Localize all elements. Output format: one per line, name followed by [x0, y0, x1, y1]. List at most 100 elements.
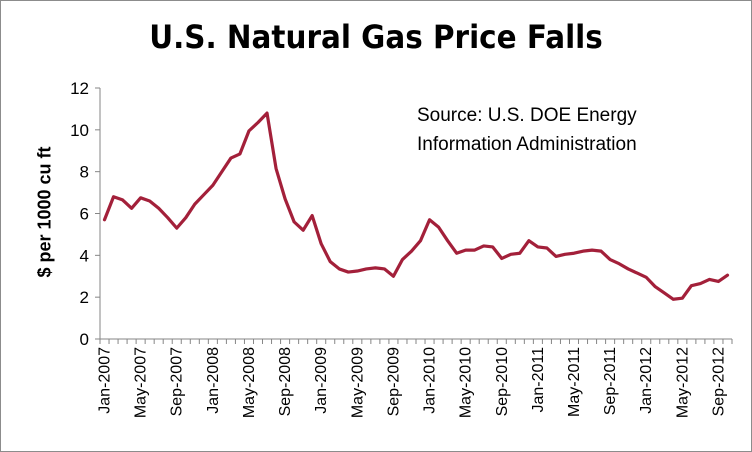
- data-point: [256, 121, 260, 124]
- data-point: [491, 245, 494, 249]
- data-point: [419, 239, 422, 242]
- data-point: [482, 244, 485, 248]
- y-tick-label: 2: [80, 288, 89, 307]
- data-point: [374, 266, 377, 270]
- data-point: [608, 258, 612, 261]
- data-point: [617, 262, 621, 265]
- data-point: [301, 229, 305, 232]
- data-point: [554, 255, 558, 258]
- x-tick-label: Sep-2008: [277, 347, 294, 416]
- data-point: [401, 258, 404, 261]
- data-point: [157, 207, 160, 210]
- source-annotation: Source: U.S. DOE Energy Information Admi…: [417, 101, 637, 159]
- x-tick-label: May-2011: [566, 347, 583, 417]
- data-point: [365, 267, 368, 271]
- data-point: [464, 248, 467, 252]
- data-point: [500, 257, 503, 260]
- data-point: [121, 198, 124, 202]
- data-point: [681, 297, 684, 300]
- data-point: [636, 271, 639, 275]
- chart-title: U.S. Natural Gas Price Falls: [149, 18, 603, 56]
- data-point: [247, 129, 251, 133]
- data-point: [654, 285, 657, 288]
- data-point: [229, 156, 233, 160]
- data-point: [717, 280, 720, 283]
- series-points-0: [103, 111, 729, 301]
- data-point: [446, 239, 449, 242]
- x-tick-label: Sep-2009: [385, 347, 402, 416]
- series-layer: [102, 111, 730, 301]
- data-point: [130, 207, 133, 210]
- y-tick-label: 6: [80, 205, 89, 224]
- data-point: [536, 245, 540, 249]
- data-point: [329, 260, 332, 263]
- data-point: [292, 220, 296, 224]
- x-tick-label: Sep-2011: [602, 347, 619, 415]
- source-annotation-line-1: Source: U.S. DOE Energy: [417, 105, 637, 126]
- x-tick-label: May-2009: [349, 347, 366, 418]
- data-point: [356, 269, 359, 273]
- x-tick-label: Jan-2008: [205, 347, 222, 414]
- data-point: [572, 252, 576, 255]
- data-point: [545, 246, 549, 250]
- x-tick-label: May-2010: [458, 347, 475, 418]
- data-point: [437, 225, 440, 229]
- data-point: [518, 252, 522, 255]
- data-point: [211, 184, 215, 187]
- y-tick-label: 10: [70, 121, 89, 140]
- data-point: [274, 167, 278, 170]
- y-ticks: 0 2 4 6 8 10 12: [70, 79, 100, 349]
- data-point: [202, 193, 206, 196]
- data-point: [392, 275, 395, 278]
- data-point: [310, 214, 314, 217]
- data-point: [283, 197, 287, 201]
- x-tick-label: Jan-2012: [638, 347, 655, 414]
- data-point: [645, 276, 648, 279]
- data-point: [527, 239, 531, 242]
- data-point: [184, 216, 187, 219]
- x-ticks: Jan-2007 May-2007 Sep-2007 Jan-2008 May-2008…: [97, 347, 728, 418]
- data-point: [428, 218, 431, 221]
- data-point: [347, 270, 350, 274]
- data-point: [320, 242, 323, 246]
- y-tick-label: 0: [80, 330, 89, 349]
- data-point: [590, 248, 594, 252]
- data-point: [166, 216, 169, 219]
- data-point: [265, 111, 269, 115]
- data-point: [410, 249, 413, 253]
- x-tick-label: Jan-2009: [313, 347, 330, 414]
- data-point: [708, 278, 711, 281]
- data-point: [455, 252, 458, 255]
- x-tick-label: May-2008: [241, 347, 258, 418]
- data-point: [139, 196, 142, 200]
- data-point: [383, 267, 386, 271]
- data-point: [338, 267, 341, 271]
- x-tick-label: Jan-2011: [530, 347, 547, 413]
- x-tick-label: Jan-2007: [97, 347, 114, 414]
- x-tick-label: May-2012: [674, 347, 691, 418]
- data-point: [663, 291, 666, 295]
- data-point: [220, 170, 224, 173]
- data-point: [473, 248, 476, 252]
- x-tick-label: Sep-2007: [169, 347, 186, 416]
- data-point: [563, 253, 567, 256]
- data-point: [699, 282, 702, 285]
- x-tick-label: May-2007: [133, 347, 150, 418]
- data-point: [238, 152, 242, 156]
- data-point: [672, 298, 675, 301]
- data-point: [112, 195, 115, 198]
- data-point: [175, 226, 178, 230]
- data-point: [726, 274, 729, 277]
- data-point: [193, 202, 196, 206]
- data-point: [599, 249, 603, 253]
- source-annotation-line-2: Information Administration: [417, 134, 637, 155]
- data-point: [626, 267, 630, 271]
- data-point: [509, 253, 512, 256]
- data-point: [581, 249, 585, 253]
- x-tick-label: Jan-2010: [422, 347, 439, 414]
- series-line-0: [102, 111, 730, 301]
- x-tick-label: Sep-2012: [710, 347, 727, 416]
- data-point: [690, 284, 693, 287]
